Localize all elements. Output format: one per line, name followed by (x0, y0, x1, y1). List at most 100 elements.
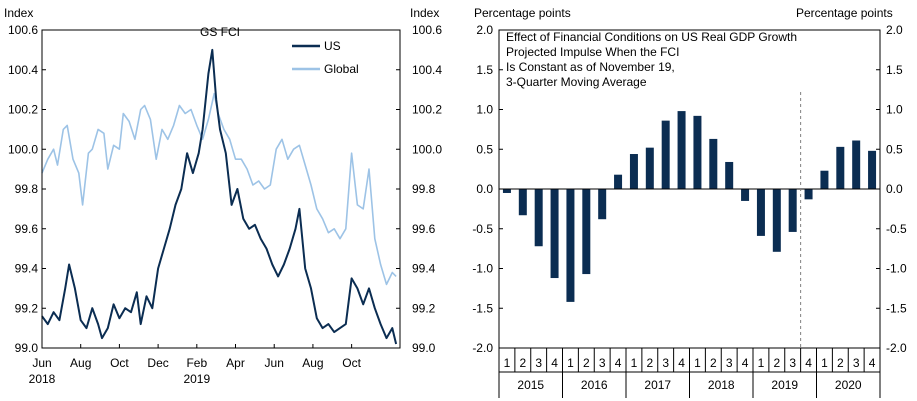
y-tick-label: -2.0 (886, 341, 907, 355)
bar (693, 115, 702, 189)
y-tick-label: -1.5 (472, 301, 493, 315)
y-tick-label: 1.5 (886, 63, 903, 77)
x-tick-label: Oct (342, 356, 361, 370)
chart-title-line: Effect of Financial Conditions on US Rea… (506, 30, 797, 44)
y-tick-label: 0.5 (886, 142, 903, 156)
x-quarter-label: 2 (519, 356, 526, 370)
bar (534, 189, 543, 247)
x-tick-label: Jun (265, 356, 284, 370)
x-quarter-label: 1 (631, 356, 638, 370)
y-tick-label: 100.6 (412, 23, 442, 37)
x-tick-label: Jun (32, 356, 51, 370)
x-year-label: 2016 (581, 378, 608, 392)
series-line-us (41, 48, 398, 345)
x-quarter-label: 1 (758, 356, 765, 370)
right-axis-label: Index (410, 6, 439, 20)
bar (614, 174, 623, 189)
bar (629, 154, 638, 189)
y-tick-label: 0.0 (476, 182, 493, 196)
y-tick-label: 2.0 (476, 23, 493, 37)
bar (550, 189, 559, 279)
x-quarter-label: 3 (535, 356, 542, 370)
bar (598, 189, 607, 220)
x-quarter-label: 2 (583, 356, 590, 370)
bar (868, 150, 877, 189)
x-quarter-label: 2 (837, 356, 844, 370)
x-quarter-label: 4 (615, 356, 622, 370)
x-quarter-label: 4 (869, 356, 876, 370)
left-axis-label: Percentage points (474, 6, 571, 20)
y-tick-label: 99.6 (15, 222, 39, 236)
bar (788, 189, 797, 232)
y-tick-label: 99.4 (15, 262, 39, 276)
y-tick-label: 100.2 (412, 103, 442, 117)
fci-line-chart: Index Index GS FCI 100.6 100.6 100.4 100.4 1… (4, 6, 442, 386)
x-tick-label: Aug (70, 356, 91, 370)
y-tick-label: -0.5 (472, 222, 493, 236)
y-tick-label: -2.0 (472, 341, 493, 355)
legend-label-us: US (324, 39, 341, 53)
x-quarter-label: 4 (805, 356, 812, 370)
y-tick-label: 99.0 (412, 341, 436, 355)
bar (836, 146, 845, 189)
x-tick-year: 2019 (183, 372, 210, 386)
chart-title: GS FCI (200, 25, 240, 39)
legend-label-global: Global (324, 62, 359, 76)
series-line-global (41, 92, 397, 286)
x-quarter-label: 3 (662, 356, 669, 370)
bar (645, 147, 654, 189)
y-tick-label: 100.4 (412, 63, 442, 77)
y-tick-label: 0.5 (476, 142, 493, 156)
x-tick-label: Apr (226, 356, 245, 370)
x-quarter-label: 3 (789, 356, 796, 370)
x-quarter-label: 1 (567, 356, 574, 370)
bar (582, 189, 591, 275)
y-tick-label: -1.0 (886, 262, 907, 276)
x-quarter-label: 1 (821, 356, 828, 370)
bar (804, 189, 813, 200)
y-tick-label: -0.5 (886, 222, 907, 236)
x-year-label: 2019 (771, 378, 798, 392)
gdp-impulse-bar-chart: Percentage points Percentage points Effe… (472, 6, 907, 398)
x-quarter-label: 3 (726, 356, 733, 370)
left-axis-label: Index (4, 6, 33, 20)
legend: US Global (292, 39, 359, 76)
y-tick-label: 99.4 (412, 262, 436, 276)
bar (566, 189, 575, 302)
y-tick-label: 1.0 (476, 103, 493, 117)
chart-title-line: Projected Impulse When the FCI (506, 45, 679, 59)
bar (709, 138, 718, 189)
bar (741, 189, 750, 201)
y-tick-label: 100.4 (8, 63, 38, 77)
x-quarter-label: 2 (710, 356, 717, 370)
x-year-label: 2020 (835, 378, 862, 392)
x-tick-year: 2018 (29, 372, 56, 386)
bar (518, 189, 527, 216)
bar (820, 170, 829, 189)
x-year-label: 2018 (708, 378, 735, 392)
chart-title-line: 3-Quarter Moving Average (506, 75, 647, 89)
x-tick-label: Oct (110, 356, 129, 370)
x-year-label: 2017 (644, 378, 671, 392)
x-tick-label: Aug (302, 356, 323, 370)
y-tick-label: 99.8 (15, 182, 39, 196)
bar (852, 140, 861, 189)
y-tick-label: -1.0 (472, 262, 493, 276)
x-quarter-label: 1 (504, 356, 511, 370)
y-tick-label: 1.5 (476, 63, 493, 77)
bar (772, 189, 781, 252)
y-tick-label: 100.0 (8, 142, 38, 156)
y-tick-label: 99.8 (412, 182, 436, 196)
x-quarter-label: 3 (599, 356, 606, 370)
x-quarter-label: 2 (646, 356, 653, 370)
x-tick-label: Feb (186, 356, 207, 370)
x-quarter-label: 1 (694, 356, 701, 370)
x-quarter-label: 3 (853, 356, 860, 370)
x-quarter-label: 4 (678, 356, 685, 370)
right-axis-label: Percentage points (796, 6, 893, 20)
y-tick-label: 99.0 (15, 341, 39, 355)
y-tick-label: 0.0 (886, 182, 903, 196)
y-tick-label: 100.0 (412, 142, 442, 156)
bar (725, 161, 734, 189)
